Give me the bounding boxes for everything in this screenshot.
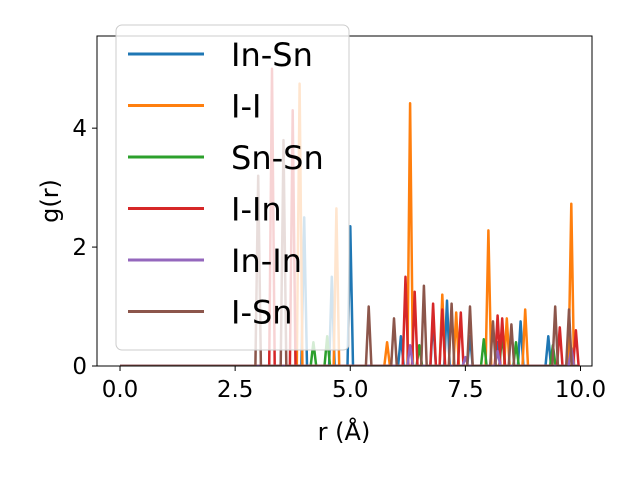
y-axis: 0 2 4 xyxy=(72,116,97,380)
legend-label: In-Sn xyxy=(231,36,313,74)
legend-label: I-Sn xyxy=(231,294,293,332)
x-tick-label: 0.0 xyxy=(102,377,139,403)
x-tick-label: 2.5 xyxy=(217,377,254,403)
legend-label: Sn-Sn xyxy=(231,139,324,177)
y-tick-label: 0 xyxy=(72,354,87,380)
x-axis-label: r (Å) xyxy=(318,417,371,446)
y-tick-label: 2 xyxy=(72,235,87,261)
legend-label: I-In xyxy=(231,191,282,229)
legend-label: I-I xyxy=(231,88,261,126)
legend: In-Sn I-I Sn-Sn I-In In-In I-Sn xyxy=(115,24,350,351)
legend-label: In-In xyxy=(231,242,302,280)
series-line-sn-sn xyxy=(120,332,579,366)
x-tick-label: 7.5 xyxy=(447,377,484,403)
x-tick-label: 10.0 xyxy=(555,377,606,403)
y-tick-label: 4 xyxy=(72,116,87,142)
y-axis-label: g(r) xyxy=(36,179,64,223)
x-axis: 0.0 2.5 5.0 7.5 10.0 xyxy=(102,366,606,403)
x-tick-label: 5.0 xyxy=(332,377,369,403)
